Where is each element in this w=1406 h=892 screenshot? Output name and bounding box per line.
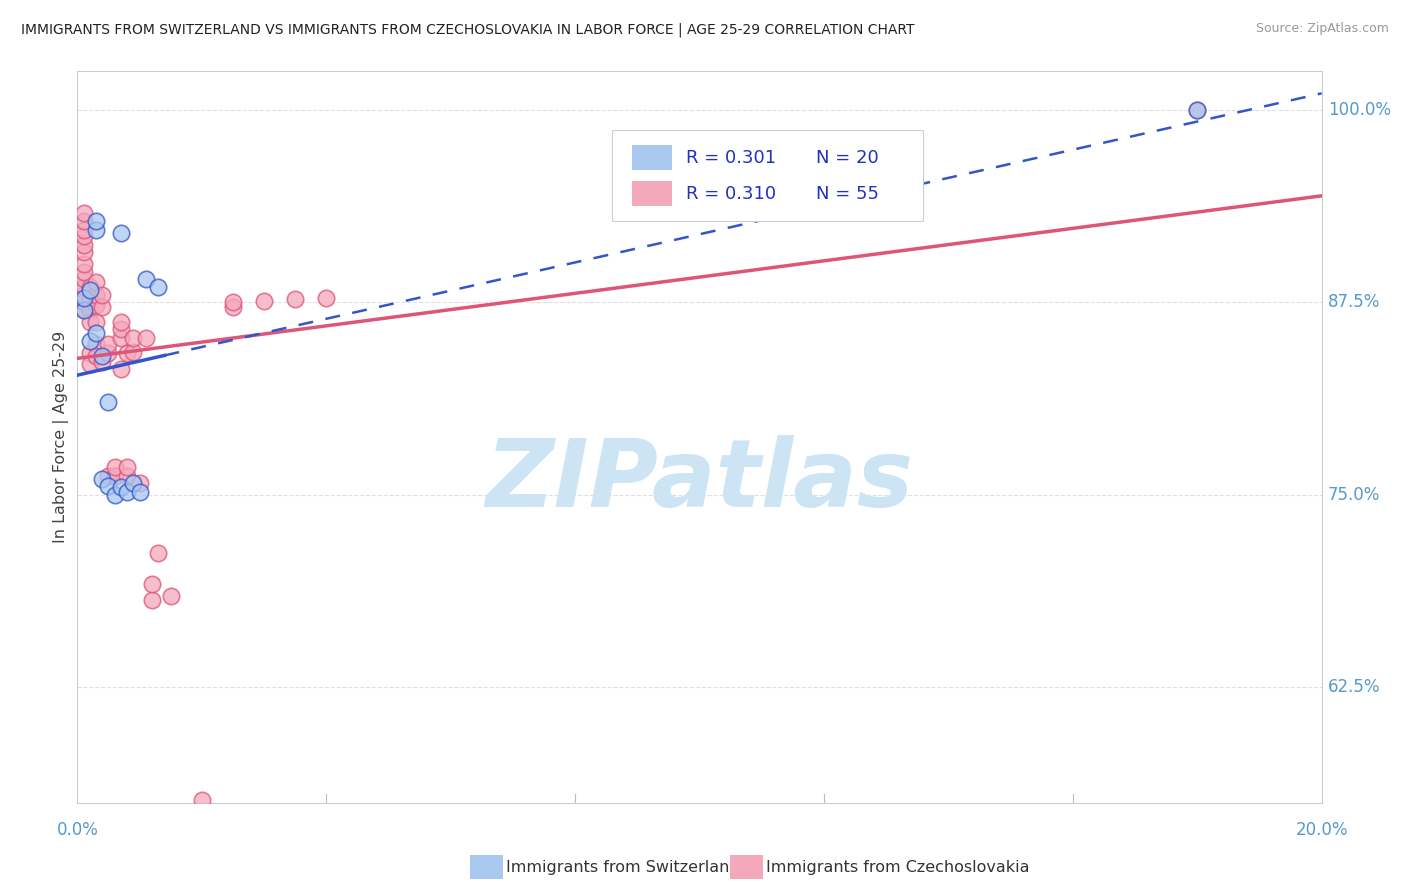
Point: [79, 303, 101, 318]
Point: [110, 321, 132, 335]
Point: [110, 480, 132, 494]
Point: [84, 276, 107, 290]
Point: [79, 291, 101, 305]
Point: [284, 292, 307, 306]
Point: [72, 303, 94, 318]
Point: [1187, 103, 1209, 117]
Point: [72, 206, 94, 220]
Point: [191, 793, 214, 807]
Point: [97, 346, 120, 360]
Point: [141, 577, 163, 591]
Point: [84, 298, 107, 312]
Text: 0.0%: 0.0%: [56, 822, 98, 839]
Point: [79, 315, 101, 329]
Point: [91, 287, 114, 301]
Text: ZIPatlas: ZIPatlas: [485, 435, 914, 527]
Point: [91, 355, 114, 369]
Point: [159, 590, 181, 604]
Point: [72, 229, 94, 244]
FancyBboxPatch shape: [633, 181, 672, 206]
Point: [84, 315, 107, 329]
Y-axis label: In Labor Force | Age 25-29: In Labor Force | Age 25-29: [53, 331, 69, 543]
Point: [84, 349, 107, 363]
FancyBboxPatch shape: [613, 130, 924, 221]
Point: [72, 213, 94, 227]
Text: R = 0.310: R = 0.310: [686, 185, 776, 202]
Point: [97, 395, 120, 409]
Text: 62.5%: 62.5%: [1327, 678, 1381, 697]
Point: [1187, 103, 1209, 117]
Point: [110, 226, 132, 240]
Point: [135, 331, 157, 345]
Point: [72, 287, 94, 301]
Point: [72, 223, 94, 237]
Point: [122, 331, 145, 345]
Point: [128, 484, 150, 499]
Point: [97, 478, 120, 492]
Point: [110, 315, 132, 329]
Text: 75.0%: 75.0%: [1327, 486, 1381, 504]
Point: [115, 469, 138, 483]
Text: R = 0.301: R = 0.301: [686, 149, 776, 167]
Point: [104, 460, 127, 475]
Text: N = 55: N = 55: [817, 185, 879, 202]
Point: [84, 337, 107, 351]
Text: Immigrants from Switzerland: Immigrants from Switzerland: [506, 860, 740, 874]
Point: [135, 272, 157, 286]
Point: [141, 592, 163, 607]
Text: 100.0%: 100.0%: [1327, 101, 1391, 119]
Point: [222, 295, 245, 310]
Point: [84, 223, 107, 237]
Text: Immigrants from Czechoslovakia: Immigrants from Czechoslovakia: [766, 860, 1029, 874]
Point: [110, 361, 132, 376]
Point: [79, 334, 101, 348]
Point: [72, 272, 94, 286]
Point: [115, 484, 138, 499]
Point: [72, 280, 94, 294]
Point: [72, 291, 94, 305]
Point: [222, 300, 245, 314]
Point: [104, 469, 127, 483]
Point: [128, 475, 150, 490]
Point: [115, 346, 138, 360]
Point: [122, 475, 145, 490]
Point: [79, 357, 101, 371]
Text: Source: ZipAtlas.com: Source: ZipAtlas.com: [1256, 22, 1389, 36]
Text: 20.0%: 20.0%: [1295, 822, 1348, 839]
Point: [72, 295, 94, 310]
Point: [72, 264, 94, 278]
Point: [104, 488, 127, 502]
Point: [97, 337, 120, 351]
Text: IMMIGRANTS FROM SWITZERLAND VS IMMIGRANTS FROM CZECHOSLOVAKIA IN LABOR FORCE | A: IMMIGRANTS FROM SWITZERLAND VS IMMIGRANT…: [21, 22, 914, 37]
Point: [253, 293, 276, 308]
FancyBboxPatch shape: [633, 145, 672, 170]
Point: [315, 291, 337, 305]
Point: [79, 280, 101, 294]
Text: N = 20: N = 20: [817, 149, 879, 167]
Point: [72, 257, 94, 271]
Text: 87.5%: 87.5%: [1327, 293, 1381, 311]
Point: [84, 326, 107, 340]
Point: [148, 280, 170, 294]
Point: [72, 244, 94, 259]
Point: [84, 213, 107, 227]
Point: [84, 287, 107, 301]
Point: [97, 469, 120, 483]
Point: [122, 344, 145, 359]
Point: [91, 472, 114, 486]
Point: [148, 546, 170, 560]
Point: [79, 346, 101, 360]
Point: [91, 349, 114, 363]
Point: [72, 238, 94, 252]
Point: [91, 300, 114, 314]
Point: [72, 303, 94, 318]
Point: [115, 460, 138, 475]
Point: [79, 283, 101, 297]
Point: [110, 331, 132, 345]
